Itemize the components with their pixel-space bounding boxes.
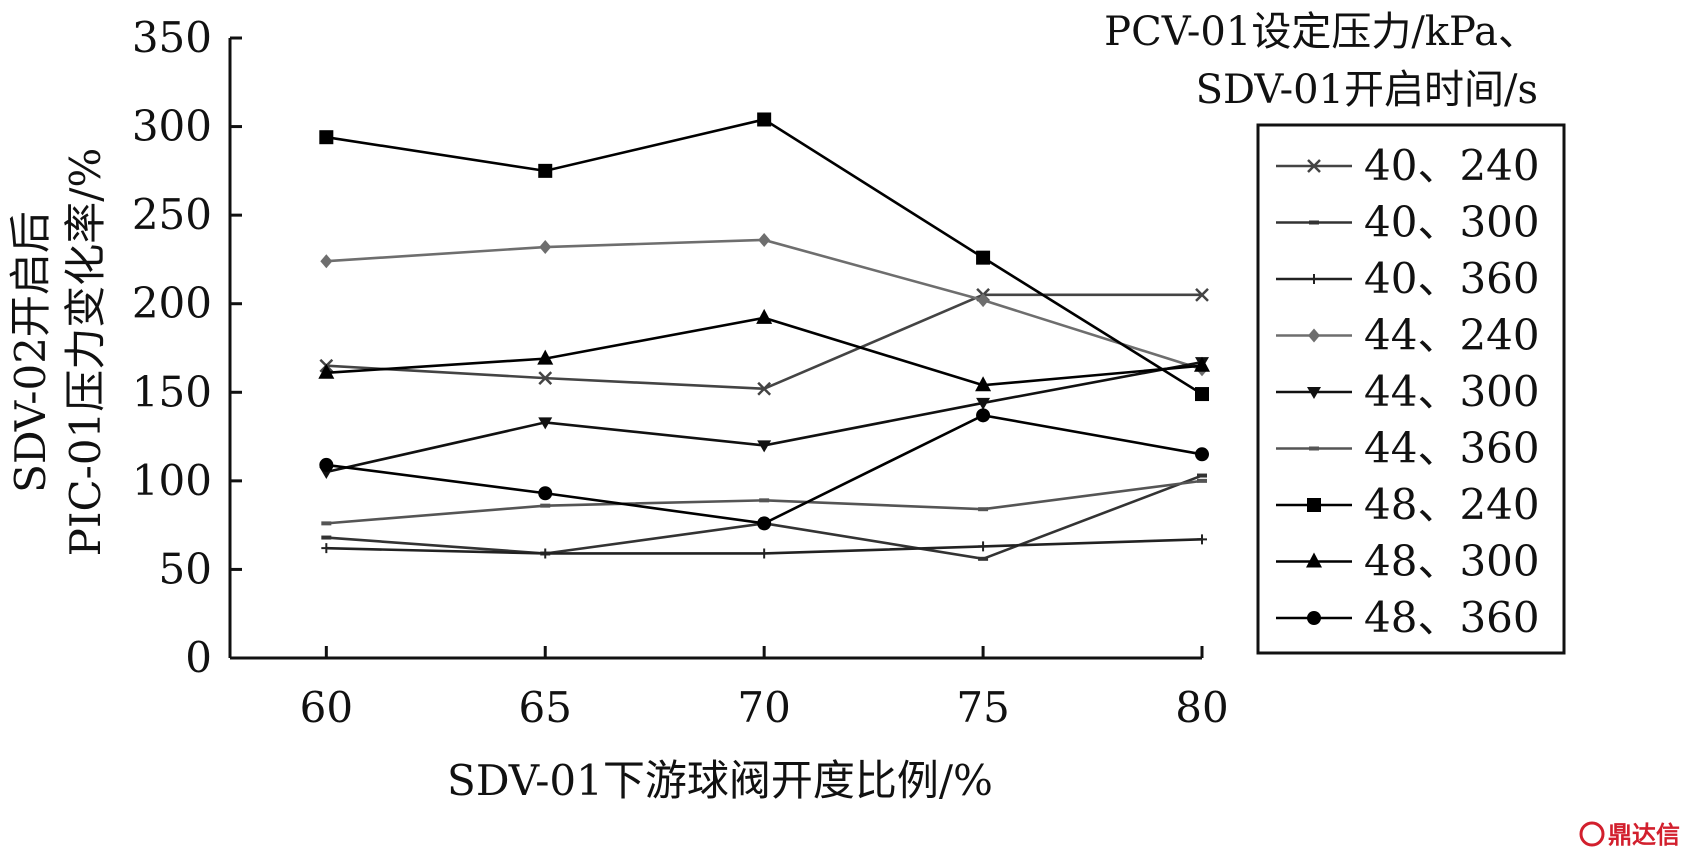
legend-marker xyxy=(1309,274,1319,284)
legend-label: 48、360 xyxy=(1364,593,1540,642)
data-point xyxy=(759,548,770,559)
legend-label: 44、360 xyxy=(1364,424,1540,473)
watermark: 鼎达信 xyxy=(1579,821,1680,849)
legend-item: 48、360 xyxy=(1276,593,1540,642)
series-line xyxy=(326,238,1203,371)
legend-item: 44、240 xyxy=(1276,311,1540,360)
y-tick-label: 0 xyxy=(185,633,212,682)
data-point xyxy=(1195,447,1209,462)
series-5 xyxy=(319,357,1209,479)
data-point xyxy=(538,371,553,385)
series-lines xyxy=(318,112,1210,561)
y-tick-label: 150 xyxy=(132,367,212,416)
y-tick-label: 300 xyxy=(132,102,212,151)
series-line xyxy=(326,413,1203,525)
data-point xyxy=(1195,287,1209,302)
data-point xyxy=(757,516,772,531)
data-point xyxy=(539,240,552,255)
y-tick-label: 200 xyxy=(132,279,212,328)
data-point xyxy=(1197,534,1207,545)
data-point xyxy=(757,112,772,127)
data-point xyxy=(757,381,772,396)
legend-label: 48、240 xyxy=(1364,480,1540,529)
legend-title-line1: PCV-01设定压力/kPa、 xyxy=(1104,9,1538,55)
data-point xyxy=(976,397,991,410)
y-axis-label-line1: SDV-02开启后 xyxy=(6,211,55,493)
series-3 xyxy=(321,534,1207,559)
data-point xyxy=(756,308,773,324)
y-tick-label: 250 xyxy=(132,190,212,239)
legend-title-line2: SDV-01开启时间/s xyxy=(1196,67,1538,113)
data-point xyxy=(976,408,991,423)
series-7 xyxy=(319,112,1209,402)
legend-marker xyxy=(1307,387,1321,399)
legend-label: 48、300 xyxy=(1364,537,1540,586)
y-tick-label: 350 xyxy=(132,13,212,62)
legend-marker xyxy=(1308,328,1320,343)
legend: 40、240 40、300 40、360 44、240 44、300 44、360 48、2… xyxy=(1256,123,1566,655)
watermark-text: 鼎达信 xyxy=(1608,821,1680,849)
legend-item: 40、240 xyxy=(1276,141,1540,190)
legend-label: 44、300 xyxy=(1364,367,1540,416)
x-axis-label: SDV-01下游球阀开度比例/% xyxy=(447,756,993,805)
data-point xyxy=(321,543,332,554)
x-tick-label: 65 xyxy=(519,683,572,732)
data-point xyxy=(538,163,553,178)
data-point xyxy=(975,376,992,392)
y-tick-label: 50 xyxy=(159,544,212,593)
legend-item: 44、360 xyxy=(1276,424,1540,473)
x-tick-label: 60 xyxy=(300,683,353,732)
legend-label: 40、240 xyxy=(1364,141,1540,190)
legend-box xyxy=(1256,123,1566,655)
legend-marker xyxy=(1307,498,1321,512)
legend-marker xyxy=(1307,159,1321,173)
y-tick-label: 100 xyxy=(132,456,212,505)
x-ticks: 60 65 70 75 80 xyxy=(300,646,1229,732)
series-8 xyxy=(318,308,1210,392)
data-point xyxy=(320,254,333,269)
data-point xyxy=(1195,387,1209,402)
series-4 xyxy=(320,232,1208,377)
legend-item: 40、300 xyxy=(1276,198,1540,247)
legend-marker xyxy=(1307,611,1321,625)
plot-area: 0 50 100 150 200 250 300 350 60 65 70 75 80 xyxy=(132,13,1229,732)
data-point xyxy=(1194,356,1210,372)
series-line xyxy=(326,118,1203,396)
x-tick-label: 75 xyxy=(956,683,1009,732)
data-point xyxy=(537,349,554,365)
data-point xyxy=(977,293,990,308)
data-point xyxy=(319,457,334,472)
legend-label: 44、240 xyxy=(1364,311,1540,360)
x-tick-label: 80 xyxy=(1175,683,1228,732)
x-tick-label: 70 xyxy=(737,683,790,732)
data-point xyxy=(978,541,989,552)
series-1 xyxy=(319,287,1209,396)
legend-item: 48、300 xyxy=(1276,537,1540,586)
legend-item: 40、360 xyxy=(1276,254,1540,303)
data-point xyxy=(758,232,771,247)
watermark-logo-icon xyxy=(1579,821,1605,847)
legend-marker xyxy=(1306,552,1322,568)
data-point xyxy=(538,417,553,430)
series-9 xyxy=(319,408,1209,531)
data-point xyxy=(538,486,553,501)
y-ticks: 0 50 100 150 200 250 300 350 xyxy=(132,13,242,682)
series-6 xyxy=(321,478,1207,526)
data-point xyxy=(976,250,991,265)
data-point xyxy=(757,440,772,453)
legend-label: 40、300 xyxy=(1364,198,1540,247)
data-point xyxy=(318,363,335,379)
legend-item: 44、300 xyxy=(1276,367,1540,416)
legend-label: 40、360 xyxy=(1364,254,1540,303)
y-axis-label-line2: PIC-01压力变化率/% xyxy=(61,148,110,557)
data-point xyxy=(540,548,551,559)
legend-item: 48、240 xyxy=(1276,480,1540,529)
data-point xyxy=(319,130,334,145)
